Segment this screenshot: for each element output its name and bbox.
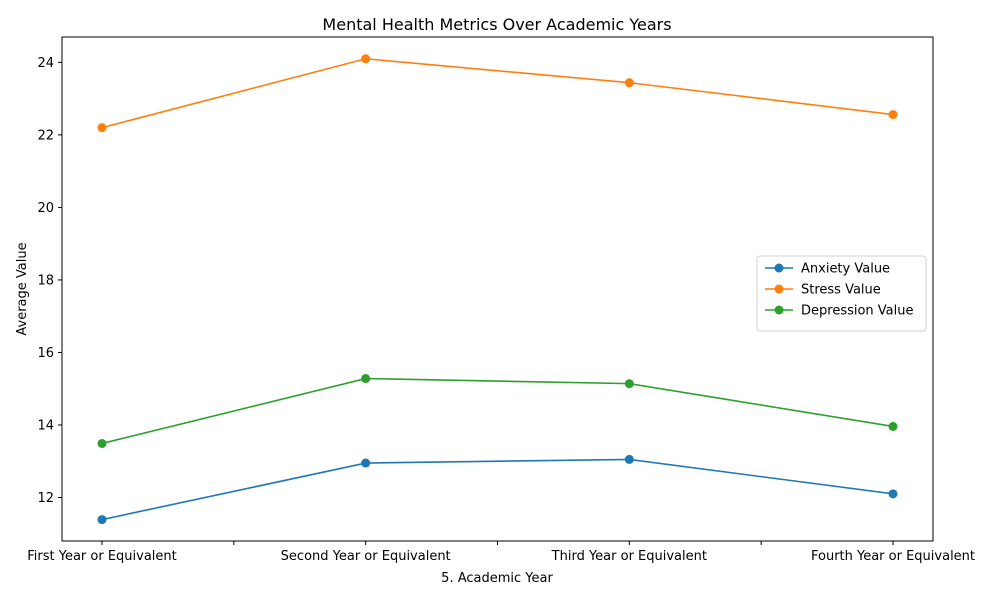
data-point	[97, 123, 107, 133]
y-tick-label: 24	[37, 56, 54, 71]
y-tick-label: 20	[37, 201, 54, 216]
x-axis-label: 5. Academic Year	[441, 571, 553, 586]
y-tick-label: 16	[37, 346, 54, 361]
legend-box	[756, 255, 927, 332]
x-tick-label: Third Year or Equivalent	[551, 549, 707, 564]
legend-marker	[774, 305, 784, 315]
x-tick-label: Fourth Year or Equivalent	[811, 549, 975, 564]
data-point	[624, 78, 634, 88]
y-tick-label: 22	[37, 128, 54, 143]
legend-marker	[774, 284, 784, 294]
data-point	[888, 421, 898, 431]
data-point	[624, 379, 634, 389]
chart-title: Mental Health Metrics Over Academic Year…	[322, 15, 671, 34]
data-point	[624, 454, 634, 464]
data-point	[361, 458, 371, 468]
x-tick-label: Second Year or Equivalent	[281, 549, 451, 564]
data-point	[888, 110, 898, 120]
legend-label: Anxiety Value	[801, 262, 890, 277]
legend-marker	[774, 263, 784, 273]
legend-label: Stress Value	[801, 283, 881, 298]
y-tick-label: 12	[37, 491, 54, 506]
data-point	[361, 54, 371, 64]
data-point	[888, 489, 898, 499]
plot-area: 12 14 16 18 20 22 24 First Year or Equivalent Se…	[27, 36, 975, 564]
series-line	[101, 377, 894, 445]
data-point	[361, 374, 371, 384]
y-axis-label: Average Value	[15, 242, 30, 335]
series-line	[101, 57, 894, 129]
data-point	[97, 515, 107, 525]
x-tick-label: First Year or Equivalent	[27, 549, 177, 564]
data-point	[97, 438, 107, 448]
y-tick-label: 14	[37, 418, 54, 433]
legend: Anxiety Value Stress Value Depression Valu…	[756, 255, 927, 332]
legend-label: Depression Value	[801, 304, 914, 319]
series-line	[101, 458, 894, 521]
y-tick-label: 18	[37, 273, 54, 288]
